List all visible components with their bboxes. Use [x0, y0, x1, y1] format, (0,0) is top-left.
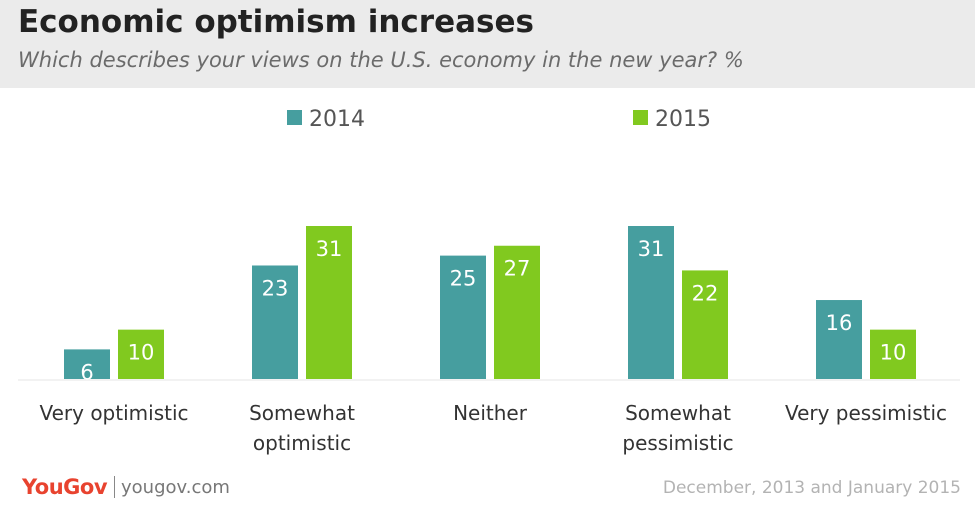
bar-value-label: 10 — [880, 341, 907, 365]
bar-chart: 2014 2015 6 10 Very optimistic 23 31 Somewhat op… — [18, 107, 960, 455]
bar-2015-1 — [306, 226, 352, 379]
site-link[interactable]: yougov.com — [121, 476, 230, 498]
bar-value-label: 16 — [826, 311, 853, 335]
bar-2014-0 — [64, 349, 110, 379]
bar-2014-1 — [252, 265, 298, 379]
bar-value-label: 27 — [504, 257, 531, 281]
bar-2015-4 — [870, 329, 916, 379]
chart-subtitle: Which describes your views on the U.S. e… — [18, 48, 744, 72]
category-label-line: Somewhat — [625, 401, 731, 425]
footer-branding: YouGov yougov.com — [22, 472, 230, 502]
date-note: December, 2013 and January 2015 — [662, 478, 961, 498]
chart-header: Economic optimism increases Which descri… — [0, 0, 975, 88]
bar-value-label: 10 — [128, 341, 155, 365]
chart-title: Economic optimism increases — [18, 4, 534, 40]
legend-swatch-2015 — [633, 110, 648, 125]
category-label-line: optimistic — [253, 431, 351, 455]
yougov-logo: YouGov — [22, 475, 108, 499]
category-label: Neither — [453, 401, 528, 425]
bar-2014-2 — [440, 255, 486, 379]
bar-value-label: 22 — [692, 281, 719, 305]
category-label-line: Very pessimistic — [785, 401, 947, 425]
bar-value-label: 6 — [80, 360, 93, 384]
legend-label-2015: 2015 — [655, 107, 711, 132]
category-label-line: pessimistic — [622, 431, 733, 455]
category-label: Very optimistic — [39, 401, 188, 425]
bar-value-label: 25 — [450, 267, 477, 291]
bar-2014-3 — [628, 226, 674, 379]
bar-2015-2 — [494, 245, 540, 379]
legend-swatch-2014 — [287, 110, 302, 125]
footer-divider — [114, 476, 116, 498]
category-label-line: Very optimistic — [39, 401, 188, 425]
legend-label-2014: 2014 — [309, 107, 365, 132]
bar-2014-4 — [816, 300, 862, 379]
category-label: Very pessimistic — [785, 401, 947, 425]
bar-value-label: 23 — [262, 276, 289, 300]
category-label-line: Neither — [453, 401, 528, 425]
bar-2015-0 — [118, 329, 164, 379]
bar-value-label: 31 — [638, 237, 665, 261]
bar-2015-3 — [682, 270, 728, 379]
category-label: Somewhat pessimistic — [622, 401, 733, 455]
bar-value-label: 31 — [316, 237, 343, 261]
category-label-line: Somewhat — [249, 401, 355, 425]
category-label: Somewhat optimistic — [249, 401, 355, 455]
